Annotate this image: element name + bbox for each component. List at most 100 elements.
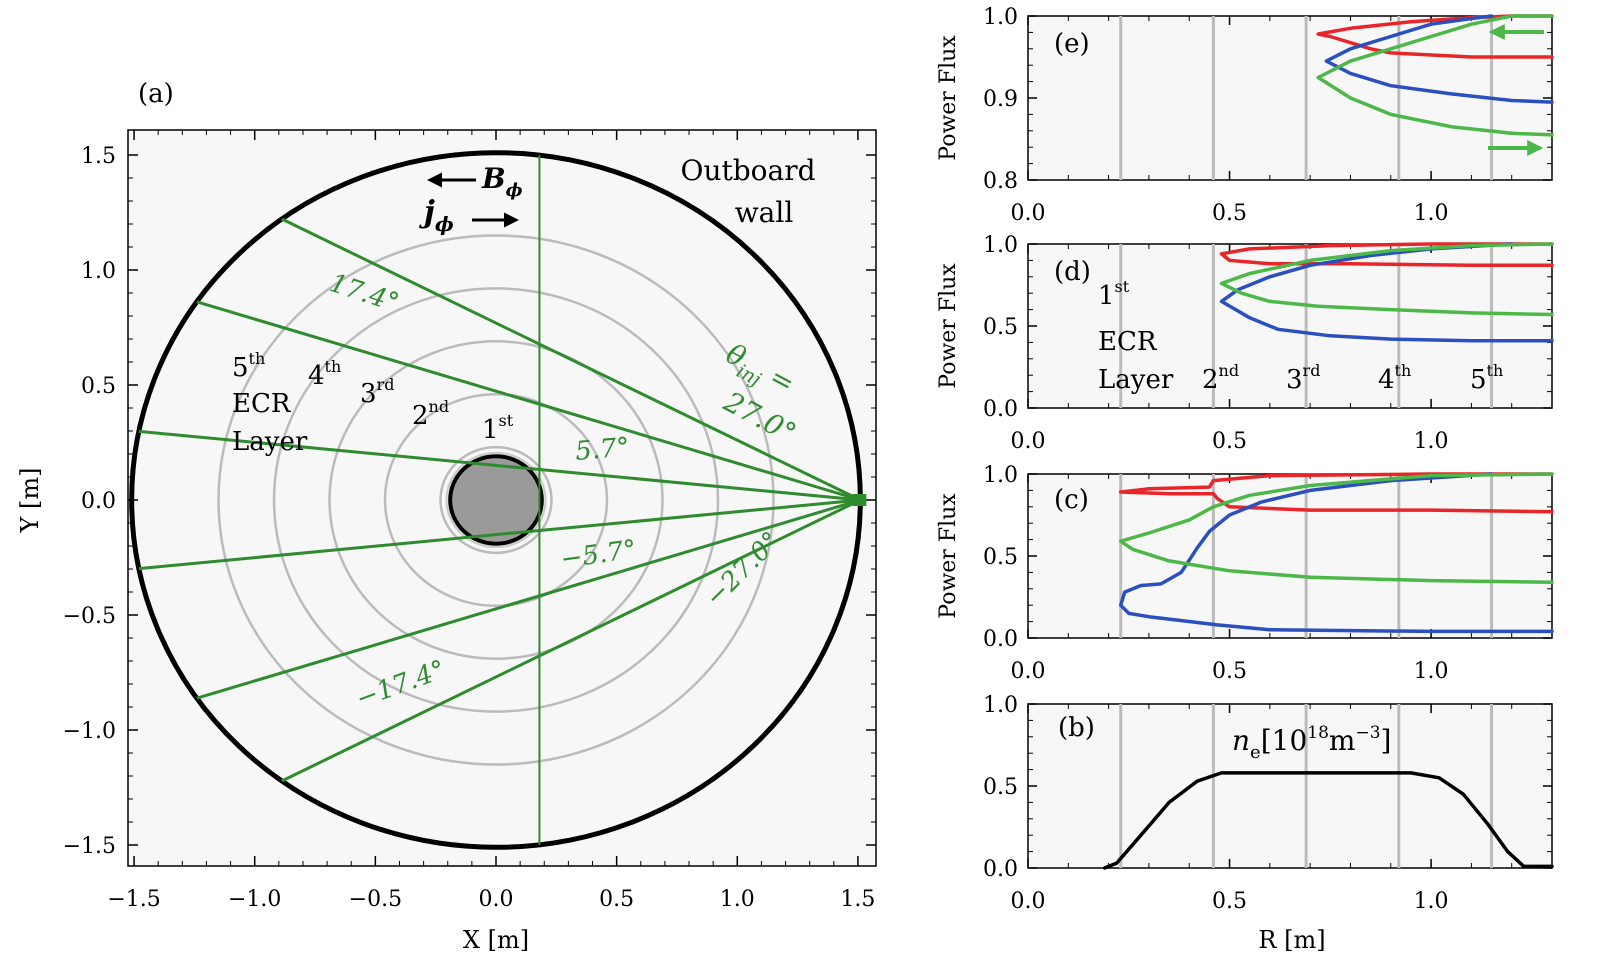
injection-ray: [196, 498, 861, 700]
injection-rays: [138, 155, 867, 845]
x-tick-label: 0.5: [599, 887, 634, 912]
panel-b-label: (b): [1058, 713, 1095, 743]
panel-a-tick-labels: −1.5 1.5 −1.0 1.0 −0.5 0.5 0.0 0.0 0.5 −0.5 1.0 −1.…: [63, 144, 876, 912]
panel-a-x-axis-label: X [m]: [463, 926, 529, 954]
x-tick-label: 0.5: [1212, 889, 1247, 914]
x-tick-label: 1.0: [1414, 429, 1449, 454]
y-tick-label: 0.0: [81, 489, 116, 514]
right-panel-e: 0.0 0.5 1.0 1.0 0.9 0.8: [983, 5, 1554, 226]
x-tick-label: 1.0: [1414, 201, 1449, 226]
x-tick-label: −0.5: [349, 887, 402, 912]
injection-ray: [138, 498, 861, 571]
injection-ray: [281, 217, 862, 502]
right-panel-labels: (e) (d) (c) (b) Power Flux Power Flux Po…: [936, 24, 1544, 954]
series-line-green: [1316, 14, 1554, 137]
y-tick-label: 1.5: [81, 144, 116, 169]
ecr-layer-circle: [439, 445, 553, 555]
x-tick-label: 1.0: [720, 887, 755, 912]
x-tick-label: 0.5: [1212, 201, 1247, 226]
right-x-axis-label: R [m]: [1258, 926, 1325, 954]
d-ecr-word: ECR: [1098, 327, 1158, 357]
x-tick-label: 0.5: [1212, 429, 1247, 454]
series-line-green: [1219, 242, 1554, 317]
x-tick-label: 1.0: [1414, 889, 1449, 914]
x-tick-label: 0.0: [1011, 201, 1046, 226]
series-line-green: [1118, 472, 1554, 584]
y-tick-label: 0.0: [983, 397, 1018, 422]
x-tick-label: −1.5: [107, 887, 160, 912]
y-tick-label: 1.0: [983, 233, 1018, 258]
right-panel-b: 0.0 0.5 1.0 1.0 0.5 0.0: [983, 693, 1554, 914]
ecr-word: ECR: [232, 389, 292, 419]
y-tick-label: 1.0: [983, 693, 1018, 718]
panel-a-y-axis-label: Y [m]: [16, 468, 44, 534]
series-line-black: [1102, 771, 1554, 870]
y-tick-label: −1.5: [63, 834, 116, 859]
d-2nd-label: 2nd: [1202, 361, 1239, 395]
outboard-wall-label-2: wall: [735, 196, 794, 229]
series-line-blue: [1118, 472, 1554, 634]
ecr-layer-circle: [217, 234, 775, 766]
d-layer-word: Layer: [1098, 365, 1174, 395]
x-tick-label: 0.0: [479, 887, 514, 912]
center-post: [448, 454, 544, 546]
outboard-wall-label: Outboard: [680, 154, 815, 187]
series-line-red: [1118, 472, 1554, 514]
ylabel-e: Power Flux: [936, 35, 961, 161]
x-tick-label: 0.0: [1011, 429, 1046, 454]
y-tick-label: 1.0: [983, 463, 1018, 488]
ecr-4th-label: 4th: [308, 357, 341, 391]
center-post-halo: [445, 451, 547, 549]
y-tick-label: 1.0: [81, 259, 116, 284]
ecr-layer-circle: [328, 340, 664, 660]
right-panel-c: 0.0 0.5 1.0 1.0 0.5 0.0: [983, 463, 1554, 684]
y-tick-label: 1.0: [983, 5, 1018, 30]
angle-5-label: 5.7°: [574, 432, 631, 467]
series-line-red: [1219, 242, 1554, 268]
panel-a-ticks: [128, 130, 876, 866]
launcher-marker: [852, 494, 867, 506]
y-tick-label: 0.5: [983, 545, 1018, 570]
ecr-5th-label: 5th: [232, 349, 265, 383]
y-tick-label: 0.8: [983, 169, 1018, 194]
d-1st-label: 1st: [1098, 277, 1130, 311]
y-tick-label: 0.5: [81, 374, 116, 399]
x-tick-label: 1.0: [1414, 659, 1449, 684]
x-tick-label: −1.0: [228, 887, 281, 912]
y-tick-label: 0.0: [983, 627, 1018, 652]
right-panel-d: 0.0 0.5 1.0 1.0 0.5 0.0: [983, 233, 1554, 454]
series-line-blue: [1219, 242, 1554, 343]
ecr-layer-circle: [272, 287, 720, 713]
y-tick-label: 0.5: [983, 775, 1018, 800]
injection-ray: [196, 300, 861, 502]
d-3rd-label: 3rd: [1286, 361, 1320, 395]
panel-frame: [1027, 703, 1553, 869]
b-density-label: ne[1018m−3]: [1232, 723, 1391, 763]
x-tick-label: 0.0: [1011, 889, 1046, 914]
b-field-label: Bϕ: [481, 162, 523, 201]
layer-word: Layer: [232, 427, 308, 457]
panel-d-label: (d): [1054, 257, 1091, 287]
x-tick-label: 0.0: [1011, 659, 1046, 684]
injection-ray: [281, 498, 862, 783]
x-tick-label: 1.5: [840, 887, 875, 912]
y-tick-label: 0.5: [983, 315, 1018, 340]
ylabel-d: Power Flux: [936, 263, 961, 389]
panel-e-label: (e): [1054, 29, 1090, 59]
panel-frame: [1027, 473, 1553, 639]
d-4th-label: 4th: [1378, 361, 1411, 395]
y-tick-label: −0.5: [63, 604, 116, 629]
y-tick-label: 0.9: [983, 87, 1018, 112]
ecr-1st-label: 1st: [482, 411, 514, 445]
y-tick-label: 0.0: [983, 857, 1018, 882]
panel-a: −1.5 1.5 −1.0 1.0 −0.5 0.5 0.0 0.0 0.5 −0.5 1.0 −1.…: [16, 79, 877, 954]
right-panels: 0.0 0.5 1.01.00.90.80.0 0.5 1.01.00.50.00.0 0…: [983, 5, 1554, 914]
ecr-2nd-label: 2nd: [412, 397, 449, 431]
x-tick-label: 0.5: [1212, 659, 1247, 684]
panel-a-label: (a): [138, 79, 174, 109]
ecr-layer-circle: [383, 392, 609, 608]
y-tick-label: −1.0: [63, 719, 116, 744]
panel-c-label: (c): [1054, 485, 1089, 515]
series-line-blue: [1324, 14, 1554, 104]
